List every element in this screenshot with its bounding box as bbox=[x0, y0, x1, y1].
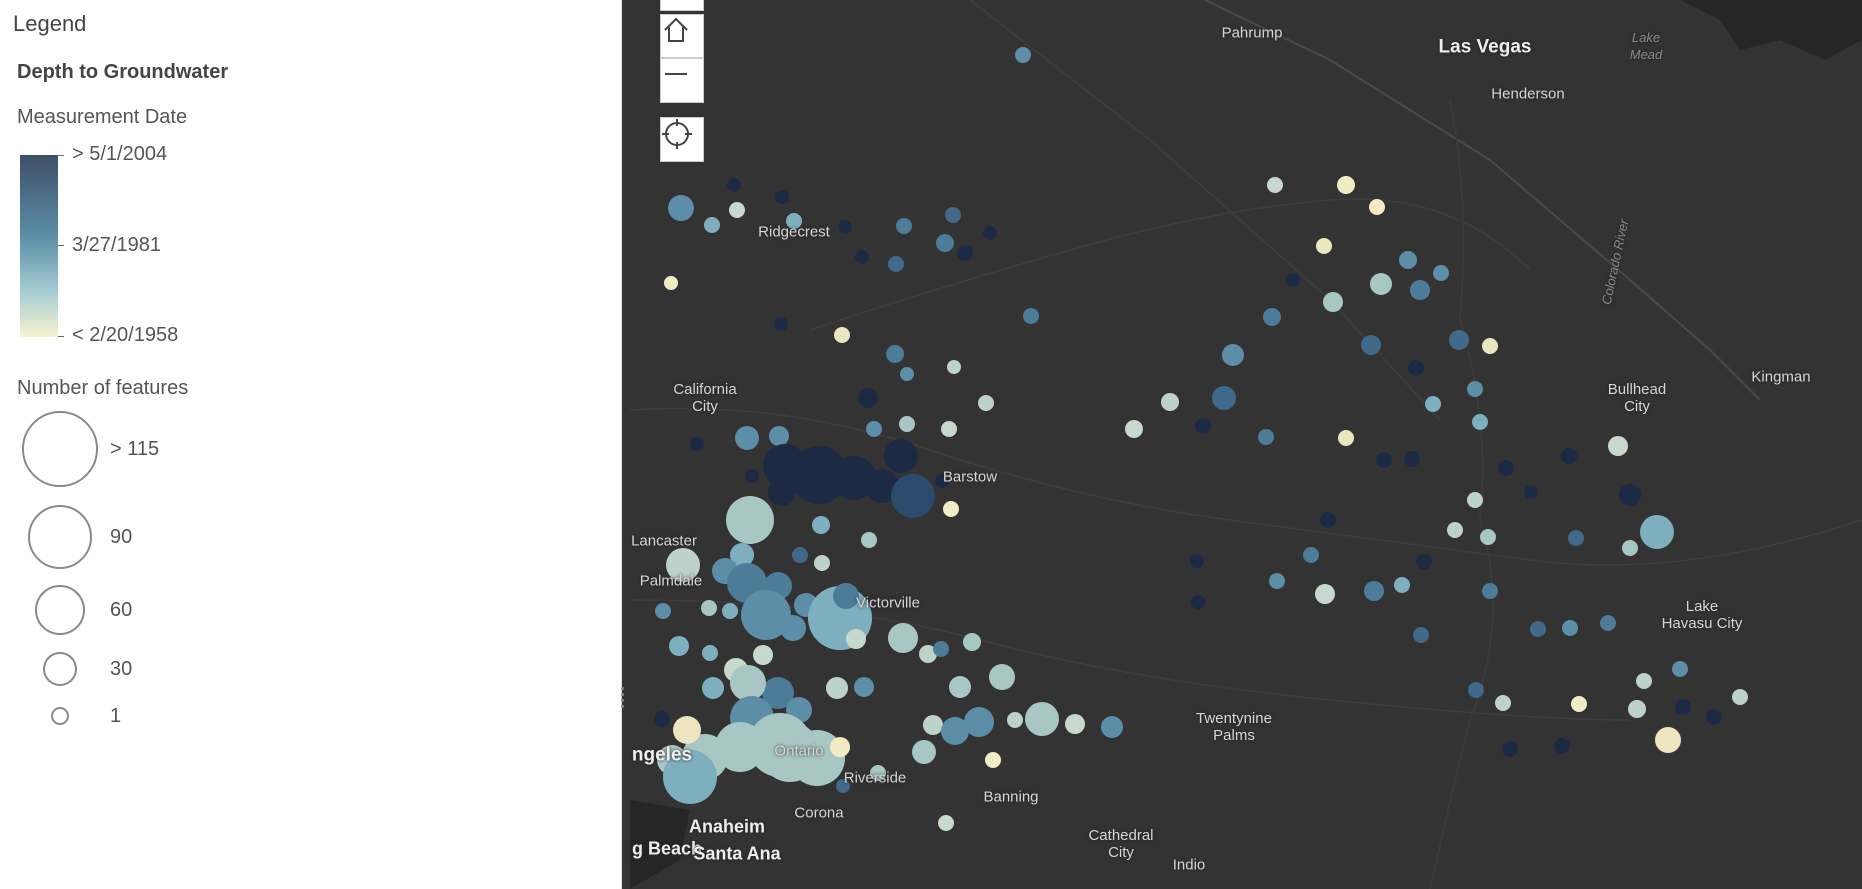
label-indio: Indio bbox=[1172, 856, 1206, 874]
groundwater-symbols bbox=[654, 47, 1748, 831]
size-circle-5 bbox=[51, 707, 69, 725]
label-california-city: California City bbox=[673, 381, 737, 415]
size-circle-2 bbox=[28, 505, 92, 569]
label-las-vegas: Las Vegas bbox=[1438, 36, 1532, 58]
map-view[interactable]: Pahrump Las Vegas Henderson Lake Mead Ri… bbox=[630, 0, 1862, 889]
label-ridgecrest: Ridgecrest bbox=[758, 223, 830, 241]
ramp-tick-low bbox=[58, 336, 64, 337]
color-ramp bbox=[20, 155, 58, 337]
road-line-1 bbox=[809, 198, 1531, 331]
label-cathedral-city: Cathedral City bbox=[1088, 827, 1154, 861]
lake-mead-shape bbox=[1680, 0, 1862, 60]
size-label-3: 60 bbox=[110, 599, 133, 621]
road-line-2 bbox=[630, 407, 1862, 566]
locate-icon bbox=[662, 119, 692, 149]
layer-title: Depth to Groundwater bbox=[17, 61, 229, 83]
size-label-1: > 115 bbox=[110, 438, 160, 460]
home-button[interactable] bbox=[660, 14, 704, 58]
ramp-tick-high bbox=[58, 155, 64, 156]
label-santa-ana: Santa Ana bbox=[693, 843, 781, 864]
label-banning: Banning bbox=[983, 788, 1039, 806]
coast-shape bbox=[630, 800, 690, 889]
size-title: Number of features bbox=[17, 377, 189, 399]
state-border-line bbox=[969, 0, 1441, 421]
label-lake-havasu-city: Lake Havasu City bbox=[1661, 598, 1743, 632]
label-twentynine-palms: Twentynine Palms bbox=[1196, 710, 1272, 744]
label-pahrump: Pahrump bbox=[1221, 24, 1283, 42]
size-circle-3 bbox=[35, 585, 85, 635]
size-label-4: 30 bbox=[110, 658, 133, 680]
label-los-angeles: ngeles bbox=[631, 744, 693, 766]
ramp-label-high: > 5/1/2004 bbox=[72, 143, 168, 165]
ramp-label-low: < 2/20/1958 bbox=[72, 324, 179, 346]
legend-panel: Legend Depth to Groundwater Measurement … bbox=[0, 0, 622, 889]
label-ontario: Ontario bbox=[774, 742, 824, 760]
color-title: Measurement Date bbox=[17, 106, 188, 128]
label-anaheim: Anaheim bbox=[688, 816, 766, 837]
home-icon bbox=[664, 17, 688, 42]
size-label-5: 1 bbox=[110, 705, 122, 727]
ramp-label-mid: 3/27/1981 bbox=[72, 234, 161, 256]
size-circle-4 bbox=[43, 652, 77, 686]
label-lake-mead: Lake Mead bbox=[1629, 30, 1663, 62]
highway-line bbox=[1204, 0, 1761, 401]
label-victorville: Victorville bbox=[856, 594, 920, 612]
label-lancaster: Lancaster bbox=[631, 532, 697, 550]
size-label-2: 90 bbox=[110, 526, 133, 548]
label-corona: Corona bbox=[794, 804, 844, 822]
locate-button[interactable] bbox=[660, 117, 704, 162]
panel-resize-handle[interactable] bbox=[621, 684, 625, 714]
label-kingman: Kingman bbox=[1751, 368, 1811, 386]
label-palmdale: Palmdale bbox=[639, 572, 703, 590]
zoom-out-button[interactable] bbox=[660, 58, 704, 103]
label-henderson: Henderson bbox=[1491, 85, 1565, 103]
ramp-tick-mid bbox=[58, 245, 64, 246]
map-basemap bbox=[630, 0, 1862, 889]
label-bullhead-city: Bullhead City bbox=[1607, 381, 1667, 415]
label-barstow: Barstow bbox=[942, 468, 998, 486]
legend-title: Legend bbox=[13, 11, 87, 36]
zoom-in-button-partial[interactable] bbox=[660, 0, 704, 11]
label-riverside: Riverside bbox=[843, 769, 907, 787]
size-circle-large bbox=[22, 411, 98, 487]
minus-icon bbox=[665, 73, 687, 75]
colorado-river-line bbox=[1429, 99, 1494, 889]
label-long-beach: g Beach bbox=[631, 838, 703, 859]
